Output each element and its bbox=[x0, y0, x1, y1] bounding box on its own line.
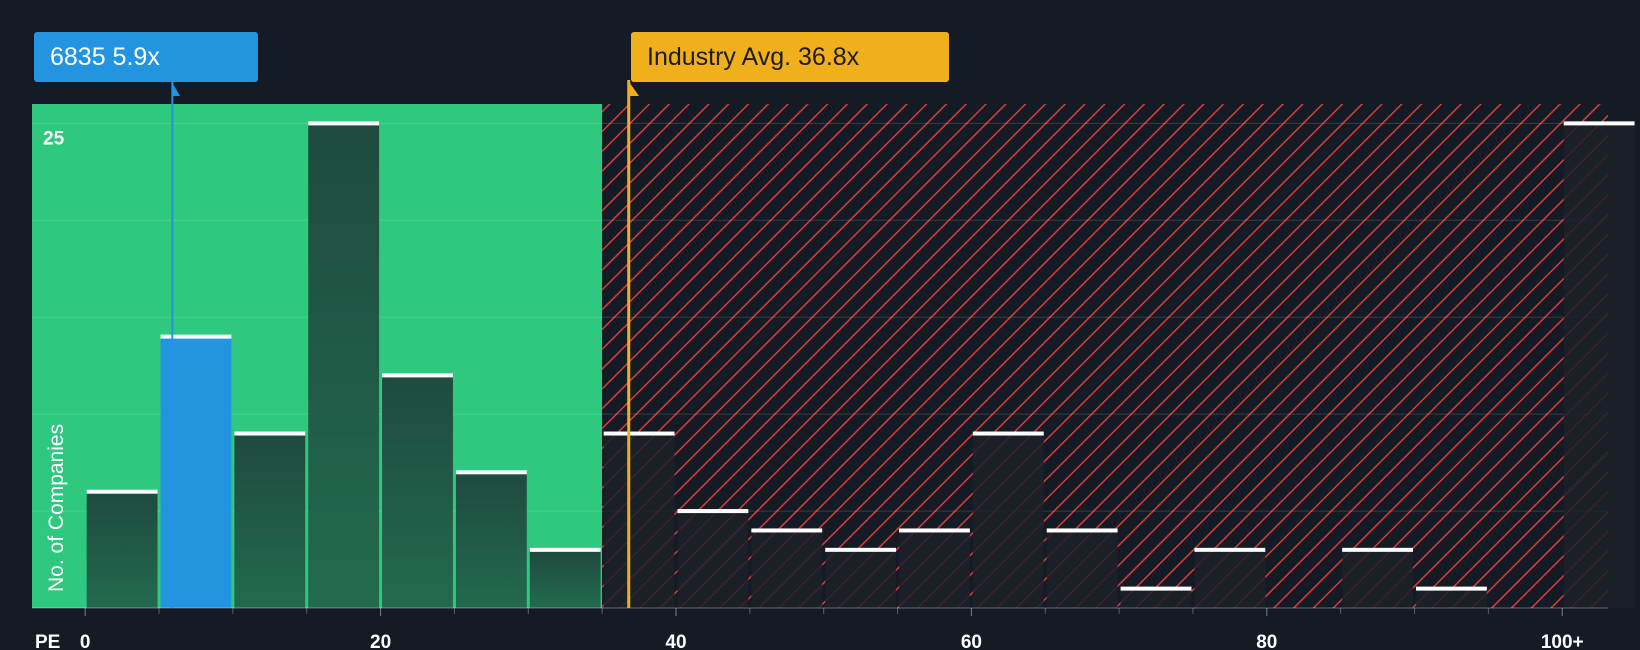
histogram-bar bbox=[1342, 549, 1414, 608]
bar-top-cap bbox=[677, 509, 749, 514]
bar-top-cap bbox=[382, 373, 453, 378]
x-tick-label: 20 bbox=[370, 632, 391, 650]
histogram-bar bbox=[1563, 123, 1635, 608]
bar-top-cap bbox=[1046, 528, 1118, 533]
histogram-bar bbox=[160, 336, 232, 608]
histogram-bar bbox=[1120, 588, 1192, 608]
bar-top-cap bbox=[455, 470, 527, 475]
x-axis-label: PE bbox=[35, 632, 60, 650]
bar-top-cap bbox=[603, 431, 675, 436]
industry-callout-pointer bbox=[628, 82, 639, 96]
bar-top-cap bbox=[825, 547, 897, 552]
bar-top-cap bbox=[234, 431, 306, 436]
histogram-bar bbox=[1194, 549, 1266, 608]
histogram-bar bbox=[382, 375, 453, 608]
histogram-bar bbox=[455, 472, 527, 608]
x-tick-label: 100+ bbox=[1541, 632, 1584, 650]
histogram-bar bbox=[751, 530, 823, 608]
overvalued-region bbox=[602, 104, 1608, 608]
bar-top-cap bbox=[972, 431, 1044, 436]
histogram-bar bbox=[677, 511, 749, 608]
histogram-bar bbox=[603, 433, 675, 608]
histogram-bar bbox=[529, 549, 601, 608]
bar-top-cap bbox=[1563, 121, 1635, 126]
bar-top-cap bbox=[1120, 586, 1192, 591]
bar-top-cap bbox=[86, 489, 158, 494]
histogram-bar bbox=[825, 549, 897, 608]
x-tick-label: 0 bbox=[80, 632, 91, 650]
company-pe-callout: 6835 5.9x bbox=[34, 32, 258, 96]
bar-top-cap bbox=[308, 121, 380, 126]
histogram-bar bbox=[308, 123, 380, 608]
bar-top-cap bbox=[751, 528, 823, 533]
histogram-bar bbox=[1046, 530, 1118, 608]
histogram-bar bbox=[899, 530, 970, 608]
histogram-bar bbox=[972, 433, 1044, 608]
y-tick-label: 25 bbox=[43, 128, 65, 149]
histogram-bar bbox=[86, 491, 158, 608]
histogram-bar bbox=[234, 433, 306, 608]
company-pe-label: 6835 5.9x bbox=[50, 43, 160, 71]
bar-top-cap bbox=[529, 547, 601, 552]
bar-top-cap bbox=[899, 528, 970, 533]
y-axis-label: No. of Companies bbox=[45, 424, 68, 592]
x-tick-label: 60 bbox=[961, 632, 982, 650]
industry-avg-label: Industry Avg. 36.8x bbox=[647, 43, 860, 71]
bar-top-cap bbox=[160, 334, 232, 339]
industry-avg-callout: Industry Avg. 36.8x bbox=[628, 32, 949, 96]
company-callout-pointer bbox=[172, 82, 181, 96]
bar-top-cap bbox=[1194, 547, 1266, 552]
x-tick-label: 80 bbox=[1256, 632, 1277, 650]
x-tick-label: 40 bbox=[665, 632, 686, 650]
bar-top-cap bbox=[1416, 586, 1487, 591]
histogram-bar bbox=[1416, 588, 1487, 608]
bar-top-cap bbox=[1342, 547, 1414, 552]
